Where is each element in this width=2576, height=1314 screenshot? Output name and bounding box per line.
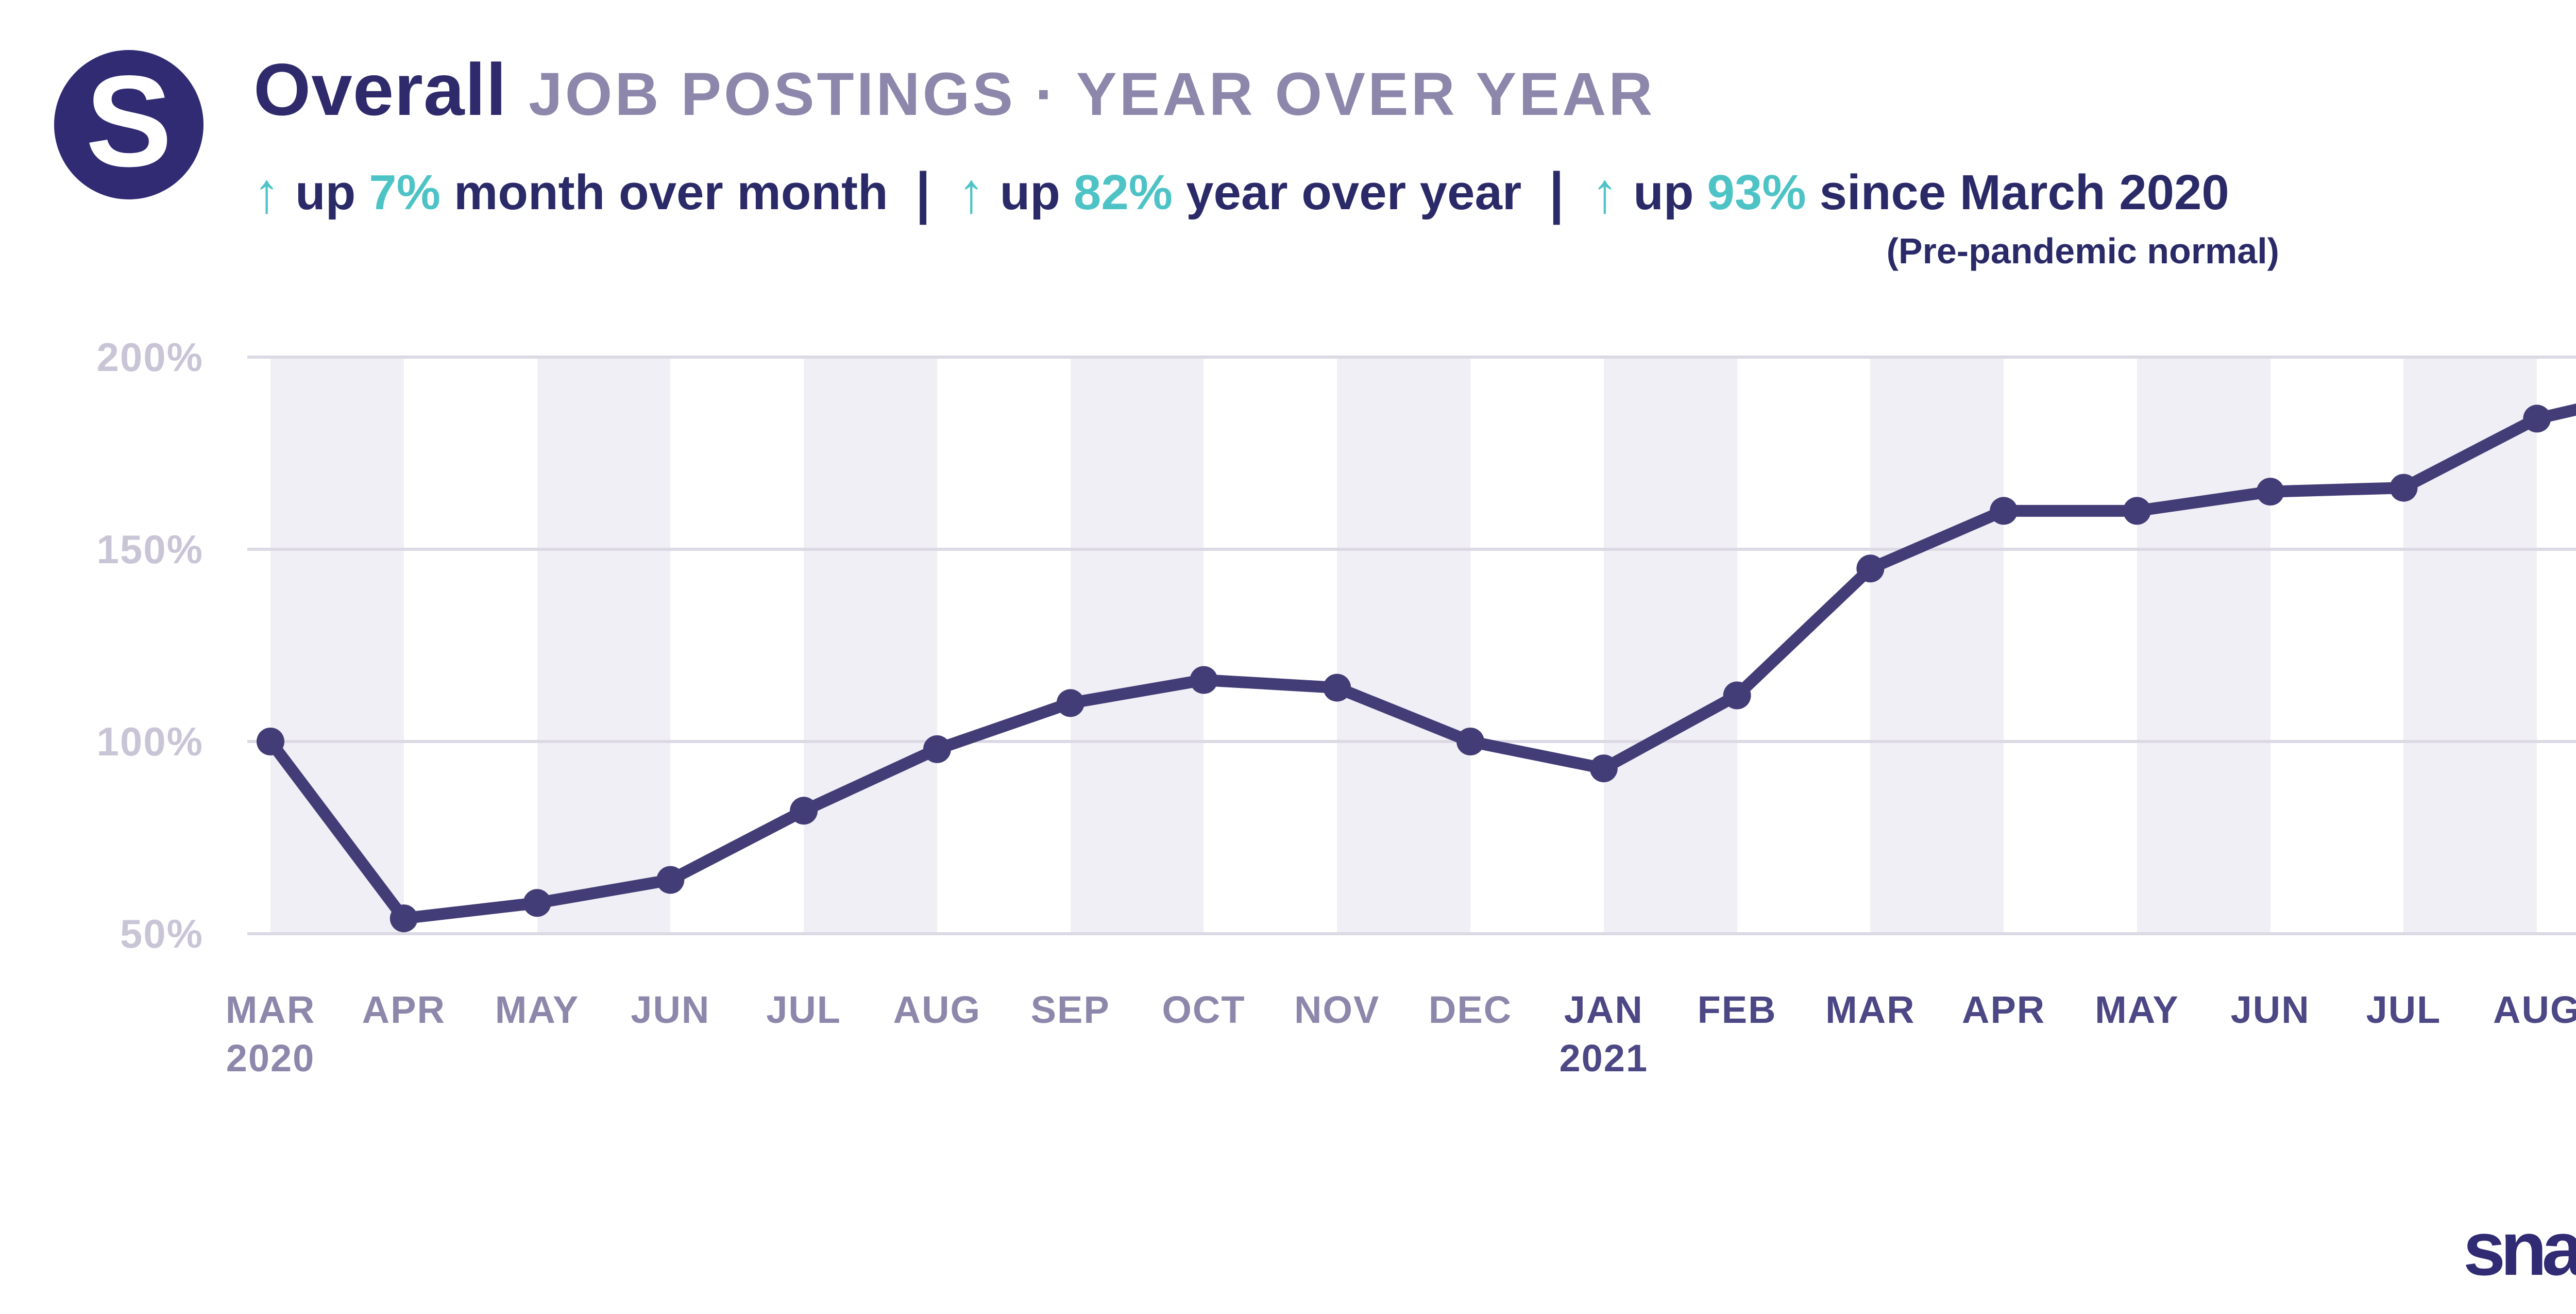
x-axis-label: SEP bbox=[1030, 988, 1110, 1031]
y-axis-label: 100% bbox=[96, 719, 204, 764]
x-axis-label: JUN bbox=[631, 988, 710, 1031]
gridline bbox=[247, 548, 2576, 551]
chart-band bbox=[537, 357, 671, 934]
up-arrow-icon: ↑ bbox=[253, 161, 280, 225]
y-axis-label: 50% bbox=[120, 911, 204, 956]
data-point bbox=[2123, 497, 2151, 525]
gridline bbox=[247, 740, 2576, 743]
logo-letter: S bbox=[85, 49, 173, 194]
x-axis-label: JUN bbox=[2230, 988, 2310, 1031]
x-axis-year-label: 2021 bbox=[1559, 1037, 1649, 1080]
data-point bbox=[656, 866, 685, 894]
y-axis-label: 200% bbox=[96, 334, 204, 380]
plot-area bbox=[247, 356, 2576, 935]
data-point bbox=[1323, 673, 1351, 702]
stat-separator: | bbox=[916, 161, 930, 225]
trend-line-svg bbox=[257, 403, 2576, 933]
chart-band bbox=[1603, 357, 1737, 934]
data-point bbox=[1990, 497, 2018, 525]
pre-pandemic-note: (Pre-pandemic normal) bbox=[1886, 231, 2279, 271]
data-point bbox=[1589, 754, 1618, 783]
data-point bbox=[1456, 728, 1484, 755]
stat-separator: | bbox=[1549, 161, 1564, 225]
trend-line bbox=[264, 403, 2576, 924]
up-arrow-icon: ↑ bbox=[1591, 161, 1618, 225]
x-axis-label: FEB bbox=[1697, 988, 1777, 1031]
x-axis: MAR 2020 APR MAY JUN JUL AUG SEP OCT NOV DEC JAN 202… bbox=[226, 988, 2576, 1125]
title-row: Overall JOB POSTINGS · YEAR OVER YEAR bbox=[253, 49, 1655, 131]
stats-row: ↑ up 7% month over month | ↑ up 82% year… bbox=[253, 161, 2229, 225]
data-point bbox=[1056, 689, 1084, 717]
data-point bbox=[1723, 681, 1751, 710]
x-axis-year-label: 2020 bbox=[226, 1037, 315, 1080]
x-axis-label: JAN 2021 bbox=[1511, 991, 1697, 1077]
chart-band bbox=[1070, 357, 1204, 934]
chart-band bbox=[1870, 357, 2004, 934]
x-axis-label: AUG bbox=[893, 988, 981, 1031]
data-point bbox=[1856, 554, 1885, 583]
page-title: Overall bbox=[253, 49, 507, 131]
x-axis-label: MAY bbox=[2095, 988, 2179, 1031]
x-axis-label: MAR bbox=[1825, 988, 1916, 1031]
data-point bbox=[923, 735, 951, 763]
x-axis-label: OCT bbox=[1162, 988, 1246, 1031]
chart-band bbox=[1337, 357, 1470, 934]
x-axis-label: MAY bbox=[495, 988, 580, 1031]
gridline bbox=[247, 356, 2576, 359]
stat-prefix: up bbox=[999, 165, 1060, 221]
x-axis-label: JUL bbox=[766, 988, 842, 1031]
page-subtitle: JOB POSTINGS · YEAR OVER YEAR bbox=[528, 60, 1655, 128]
stat-year-over-year: ↑ up 82% year over year bbox=[958, 161, 1522, 225]
stat-prefix: up bbox=[1633, 165, 1694, 221]
x-axis-label: MAR 2020 bbox=[178, 991, 363, 1077]
y-axis-label: 150% bbox=[96, 527, 204, 572]
stat-value: 7% bbox=[369, 165, 441, 221]
data-point bbox=[389, 904, 418, 933]
data-point bbox=[2389, 474, 2418, 502]
brand-text: snagajob bbox=[2463, 1206, 2576, 1291]
x-axis-label: AUG bbox=[2493, 988, 2576, 1031]
x-axis-label: NOV bbox=[1294, 988, 1380, 1031]
stat-value: 82% bbox=[1073, 165, 1173, 221]
x-axis-label: APR bbox=[362, 988, 446, 1031]
chart-band bbox=[2137, 357, 2270, 934]
stat-since-march-2020: ↑ up 93% since March 2020 bbox=[1591, 161, 2229, 225]
chart-band bbox=[804, 357, 937, 934]
stat-prefix: up bbox=[295, 165, 356, 221]
stat-suffix: month over month bbox=[454, 165, 888, 221]
data-point bbox=[523, 889, 551, 917]
stat-month-over-month: ↑ up 7% month over month bbox=[253, 161, 888, 225]
data-point bbox=[257, 728, 284, 755]
x-axis-label: DEC bbox=[1428, 988, 1513, 1031]
stat-suffix: year over year bbox=[1186, 165, 1522, 221]
stat-suffix: since March 2020 bbox=[1819, 165, 2229, 221]
gridline bbox=[247, 932, 2576, 935]
up-arrow-icon: ↑ bbox=[958, 161, 985, 225]
stat-value: 93% bbox=[1707, 165, 1806, 221]
y-axis: 200% 150% 100% 50% bbox=[0, 337, 204, 954]
data-point bbox=[790, 797, 818, 825]
snagajob-logo-badge: S bbox=[54, 50, 204, 199]
x-axis-label: APR bbox=[1962, 988, 2046, 1031]
data-point bbox=[2256, 478, 2284, 506]
snagajob-wordmark: snagajob® bbox=[2463, 1211, 2576, 1287]
data-point bbox=[2523, 405, 2551, 433]
x-axis-label: JUL bbox=[2366, 988, 2442, 1031]
data-point bbox=[1190, 666, 1218, 694]
